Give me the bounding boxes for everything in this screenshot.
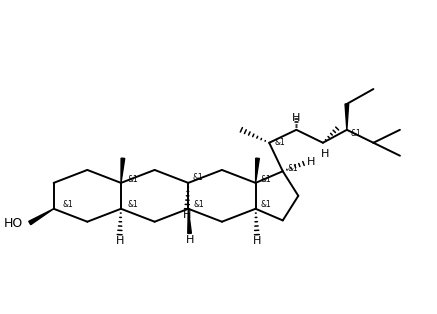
- Polygon shape: [29, 209, 54, 225]
- Polygon shape: [121, 158, 125, 183]
- Text: H: H: [292, 113, 301, 123]
- Text: H: H: [321, 149, 329, 160]
- Text: &1: &1: [351, 129, 361, 138]
- Text: &1: &1: [128, 200, 138, 209]
- Polygon shape: [256, 158, 259, 183]
- Text: &1: &1: [128, 175, 138, 183]
- Text: &1: &1: [194, 200, 204, 209]
- Polygon shape: [345, 104, 349, 130]
- Text: H: H: [183, 210, 191, 220]
- Text: &1: &1: [63, 200, 73, 209]
- Text: H: H: [307, 157, 316, 167]
- Text: &1: &1: [288, 164, 299, 172]
- Text: &1: &1: [274, 138, 285, 147]
- Text: &1: &1: [192, 173, 203, 182]
- Text: H: H: [185, 235, 194, 245]
- Polygon shape: [188, 209, 191, 234]
- Text: H: H: [115, 236, 124, 246]
- Text: H: H: [253, 236, 261, 246]
- Text: &1: &1: [261, 175, 271, 183]
- Text: HO: HO: [4, 217, 23, 230]
- Text: &1: &1: [261, 200, 271, 209]
